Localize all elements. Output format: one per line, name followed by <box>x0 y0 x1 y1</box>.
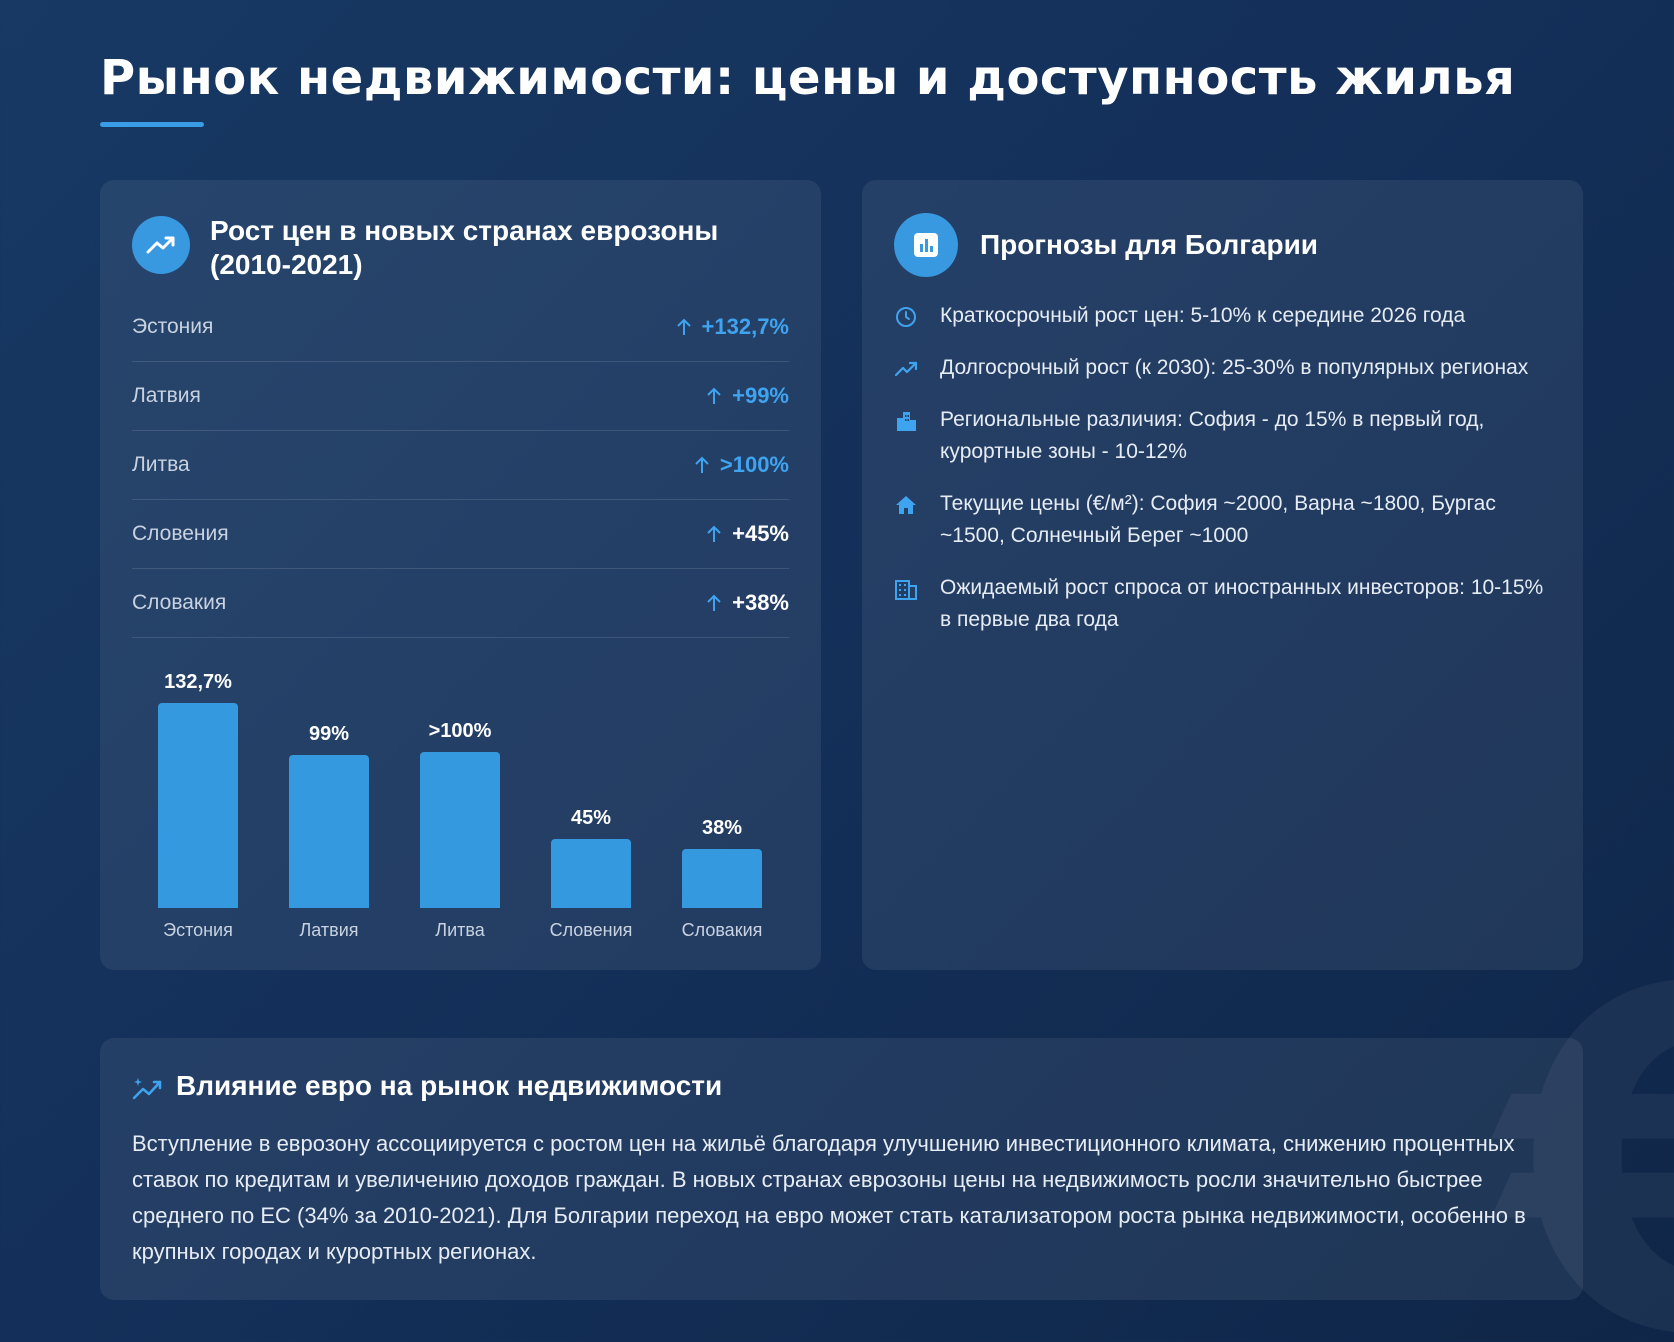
table-row: Эстония +132,7% <box>132 293 789 362</box>
home-icon <box>896 496 916 514</box>
country-name: Литва <box>132 453 190 476</box>
growth-bar-chart: 132,7% Эстония 99% Латвия >100% Литва 45% Слове… <box>132 670 789 970</box>
arrow-up-icon <box>707 525 721 542</box>
bar-data-label: 38% <box>701 817 743 840</box>
forecast-card: Прогнозы для Болгарии Краткосрочный рост… <box>862 180 1583 970</box>
category-label: Эстония <box>163 920 233 940</box>
table-row: Литва >100% <box>132 431 789 500</box>
growth-value: +45% <box>706 521 789 547</box>
table-row: Словакия +38% <box>132 569 789 638</box>
bar-data-label: 99% <box>308 723 350 746</box>
forecast-list: Краткосрочный рост цен: 5-10% к середине… <box>894 300 1554 656</box>
forecast-item-text: Региональные различия: София - до 15% в … <box>940 408 1485 463</box>
growth-value-text: +45% <box>732 521 789 546</box>
category-label: Словения <box>549 920 633 940</box>
impact-card-text: Вступление в еврозону ассоциируется с ро… <box>132 1131 1526 1264</box>
bar-data-label: >100% <box>428 720 492 743</box>
growth-card-title-line1: Рост цен в новых странах еврозоны <box>210 215 719 246</box>
bar-data-label: 45% <box>570 806 612 829</box>
bar-chart-icon <box>894 213 958 277</box>
arrow-up-icon <box>707 387 721 404</box>
growth-value: >100% <box>694 452 789 478</box>
impact-card-title: Влияние евро на рынок недвижимости <box>176 1070 723 1101</box>
list-item: Долгосрочный рост (к 2030): 25-30% в поп… <box>894 352 1554 384</box>
impact-card: Влияние евро на рынок недвижимости Вступ… <box>100 1038 1583 1300</box>
trending-up-icon <box>132 216 190 274</box>
city-icon <box>897 412 916 431</box>
arrow-up-icon <box>676 318 691 335</box>
growth-card-title: Рост цен в новых странах еврозоны (2010-… <box>210 214 790 282</box>
trending-up-icon <box>894 361 918 377</box>
growth-card: Рост цен в новых странах еврозоны (2010-… <box>100 180 821 970</box>
bar <box>551 838 631 908</box>
sparkle-trend-icon <box>132 1078 162 1100</box>
bar <box>682 849 762 908</box>
country-name: Латвия <box>132 384 201 407</box>
clock-icon <box>896 307 916 327</box>
growth-value-text: +38% <box>732 590 789 615</box>
title-underline <box>100 122 204 127</box>
growth-value-text: +132,7% <box>701 314 789 339</box>
bar <box>420 752 500 908</box>
category-label: Словакия <box>681 920 763 940</box>
growth-rows: Эстония +132,7% Латвия +99% Литва >100% Словен… <box>132 293 789 638</box>
list-item: Региональные различия: София - до 15% в … <box>894 404 1554 468</box>
list-item: Текущие цены (€/м²): София ~2000, Варна … <box>894 488 1554 552</box>
growth-card-title-line2: (2010-2021) <box>210 249 363 280</box>
country-name: Словения <box>132 522 229 545</box>
forecast-item-text: Ожидаемый рост спроса от иностранных инв… <box>940 576 1544 631</box>
category-label: Литва <box>435 920 485 940</box>
growth-value: +38% <box>706 590 789 616</box>
forecast-card-title: Прогнозы для Болгарии <box>980 229 1319 260</box>
bar-data-label: 132,7% <box>164 671 232 694</box>
country-name: Эстония <box>132 315 214 338</box>
page-title: Рынок недвижимости: цены и доступность ж… <box>100 50 1516 106</box>
growth-value-text: +99% <box>732 383 789 408</box>
forecast-item-text: Долгосрочный рост (к 2030): 25-30% в поп… <box>940 356 1529 379</box>
arrow-up-icon <box>707 594 721 611</box>
table-row: Латвия +99% <box>132 362 789 431</box>
arrow-up-icon <box>695 456 709 473</box>
country-name: Словакия <box>132 591 227 614</box>
euro-background-icon: € <box>1500 891 1674 1342</box>
forecast-item-text: Краткосрочный рост цен: 5-10% к середине… <box>940 304 1466 327</box>
bar <box>158 703 238 908</box>
list-item: Ожидаемый рост спроса от иностранных инв… <box>894 572 1554 636</box>
growth-value: +132,7% <box>676 314 789 340</box>
category-label: Латвия <box>299 920 359 940</box>
forecast-item-text: Текущие цены (€/м²): София ~2000, Варна … <box>940 492 1496 547</box>
list-item: Краткосрочный рост цен: 5-10% к середине… <box>894 300 1554 332</box>
office-building-icon <box>895 580 917 600</box>
table-row: Словения +45% <box>132 500 789 569</box>
bar <box>289 755 369 908</box>
growth-value-text: >100% <box>719 452 789 477</box>
growth-value: +99% <box>706 383 789 409</box>
